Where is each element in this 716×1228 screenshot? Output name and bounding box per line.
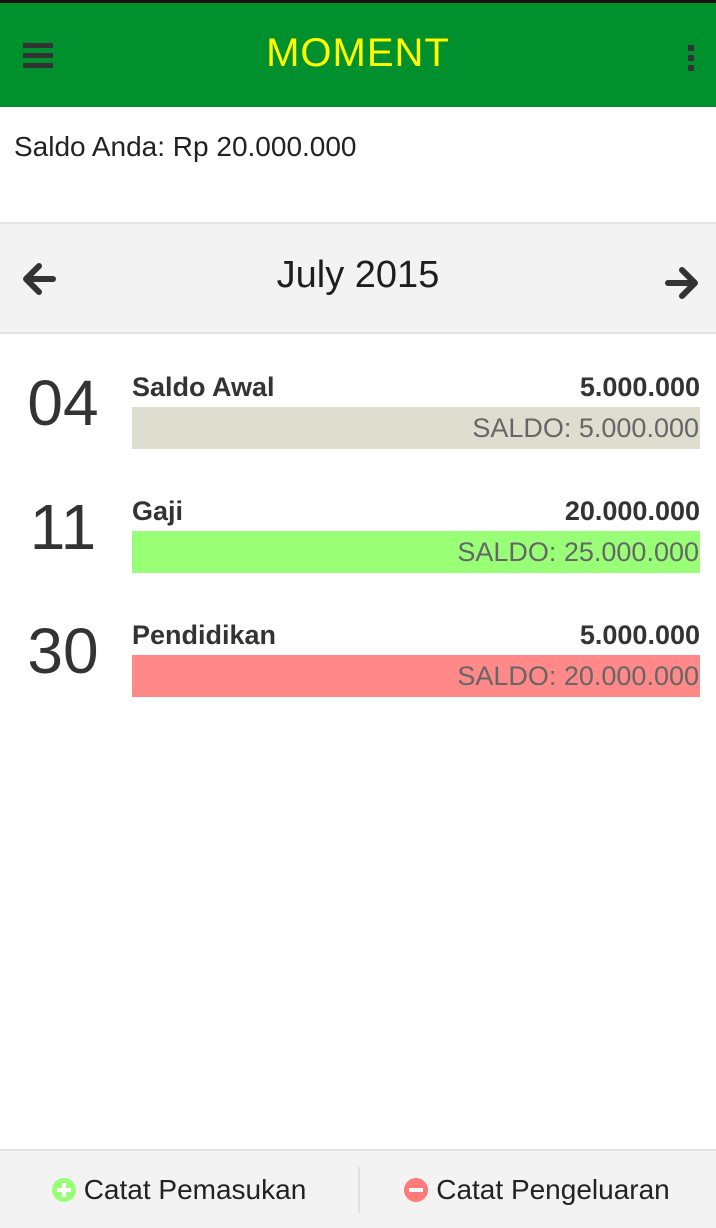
transaction-amount: 20.000.000 — [564, 496, 700, 526]
month-navigator: July 2015 — [0, 222, 716, 334]
transaction-name: Pendidikan — [132, 620, 277, 650]
app-title: MOMENT — [266, 31, 450, 75]
add-income-label: Catat Pemasukan — [83, 1173, 307, 1205]
transaction-list: 04 Saldo Awal 5.000.000 SALDO: 5.000.000… — [0, 360, 716, 732]
add-expense-button[interactable]: Catat Pengeluaran — [358, 1151, 716, 1228]
arrow-left-icon[interactable] — [23, 262, 57, 296]
add-income-button[interactable]: Catat Pemasukan — [0, 1151, 358, 1228]
transaction-day: 11 — [29, 491, 97, 563]
app-bar: MOMENT — [0, 0, 716, 107]
minus-circle-icon — [404, 1177, 429, 1202]
transaction-amount: 5.000.000 — [579, 620, 700, 650]
transaction-saldo-bar: SALDO: 5.000.000 — [132, 407, 700, 449]
transaction-saldo-bar: SALDO: 20.000.000 — [132, 655, 700, 697]
month-label: July 2015 — [276, 254, 440, 296]
transaction-row[interactable]: 11 Gaji 20.000.000 SALDO: 25.000.000 — [0, 484, 716, 608]
transaction-day: 04 — [27, 367, 99, 439]
transaction-saldo-bar: SALDO: 25.000.000 — [132, 531, 700, 573]
transaction-name: Saldo Awal — [132, 372, 275, 402]
balance-text: Saldo Anda: Rp 20.000.000 — [14, 131, 357, 162]
transaction-day: 30 — [27, 615, 99, 687]
arrow-right-icon[interactable] — [664, 266, 698, 300]
add-expense-label: Catat Pengeluaran — [436, 1173, 670, 1205]
bottom-action-bar: Catat Pemasukan Catat Pengeluaran — [0, 1149, 716, 1228]
plus-circle-icon — [51, 1177, 76, 1202]
menu-icon[interactable] — [23, 43, 55, 71]
divider — [358, 1167, 360, 1213]
transaction-amount: 5.000.000 — [579, 372, 700, 402]
more-options-icon[interactable] — [683, 43, 699, 75]
transaction-name: Gaji — [132, 496, 184, 526]
transaction-row[interactable]: 30 Pendidikan 5.000.000 SALDO: 20.000.00… — [0, 608, 716, 732]
transaction-row[interactable]: 04 Saldo Awal 5.000.000 SALDO: 5.000.000 — [0, 360, 716, 484]
